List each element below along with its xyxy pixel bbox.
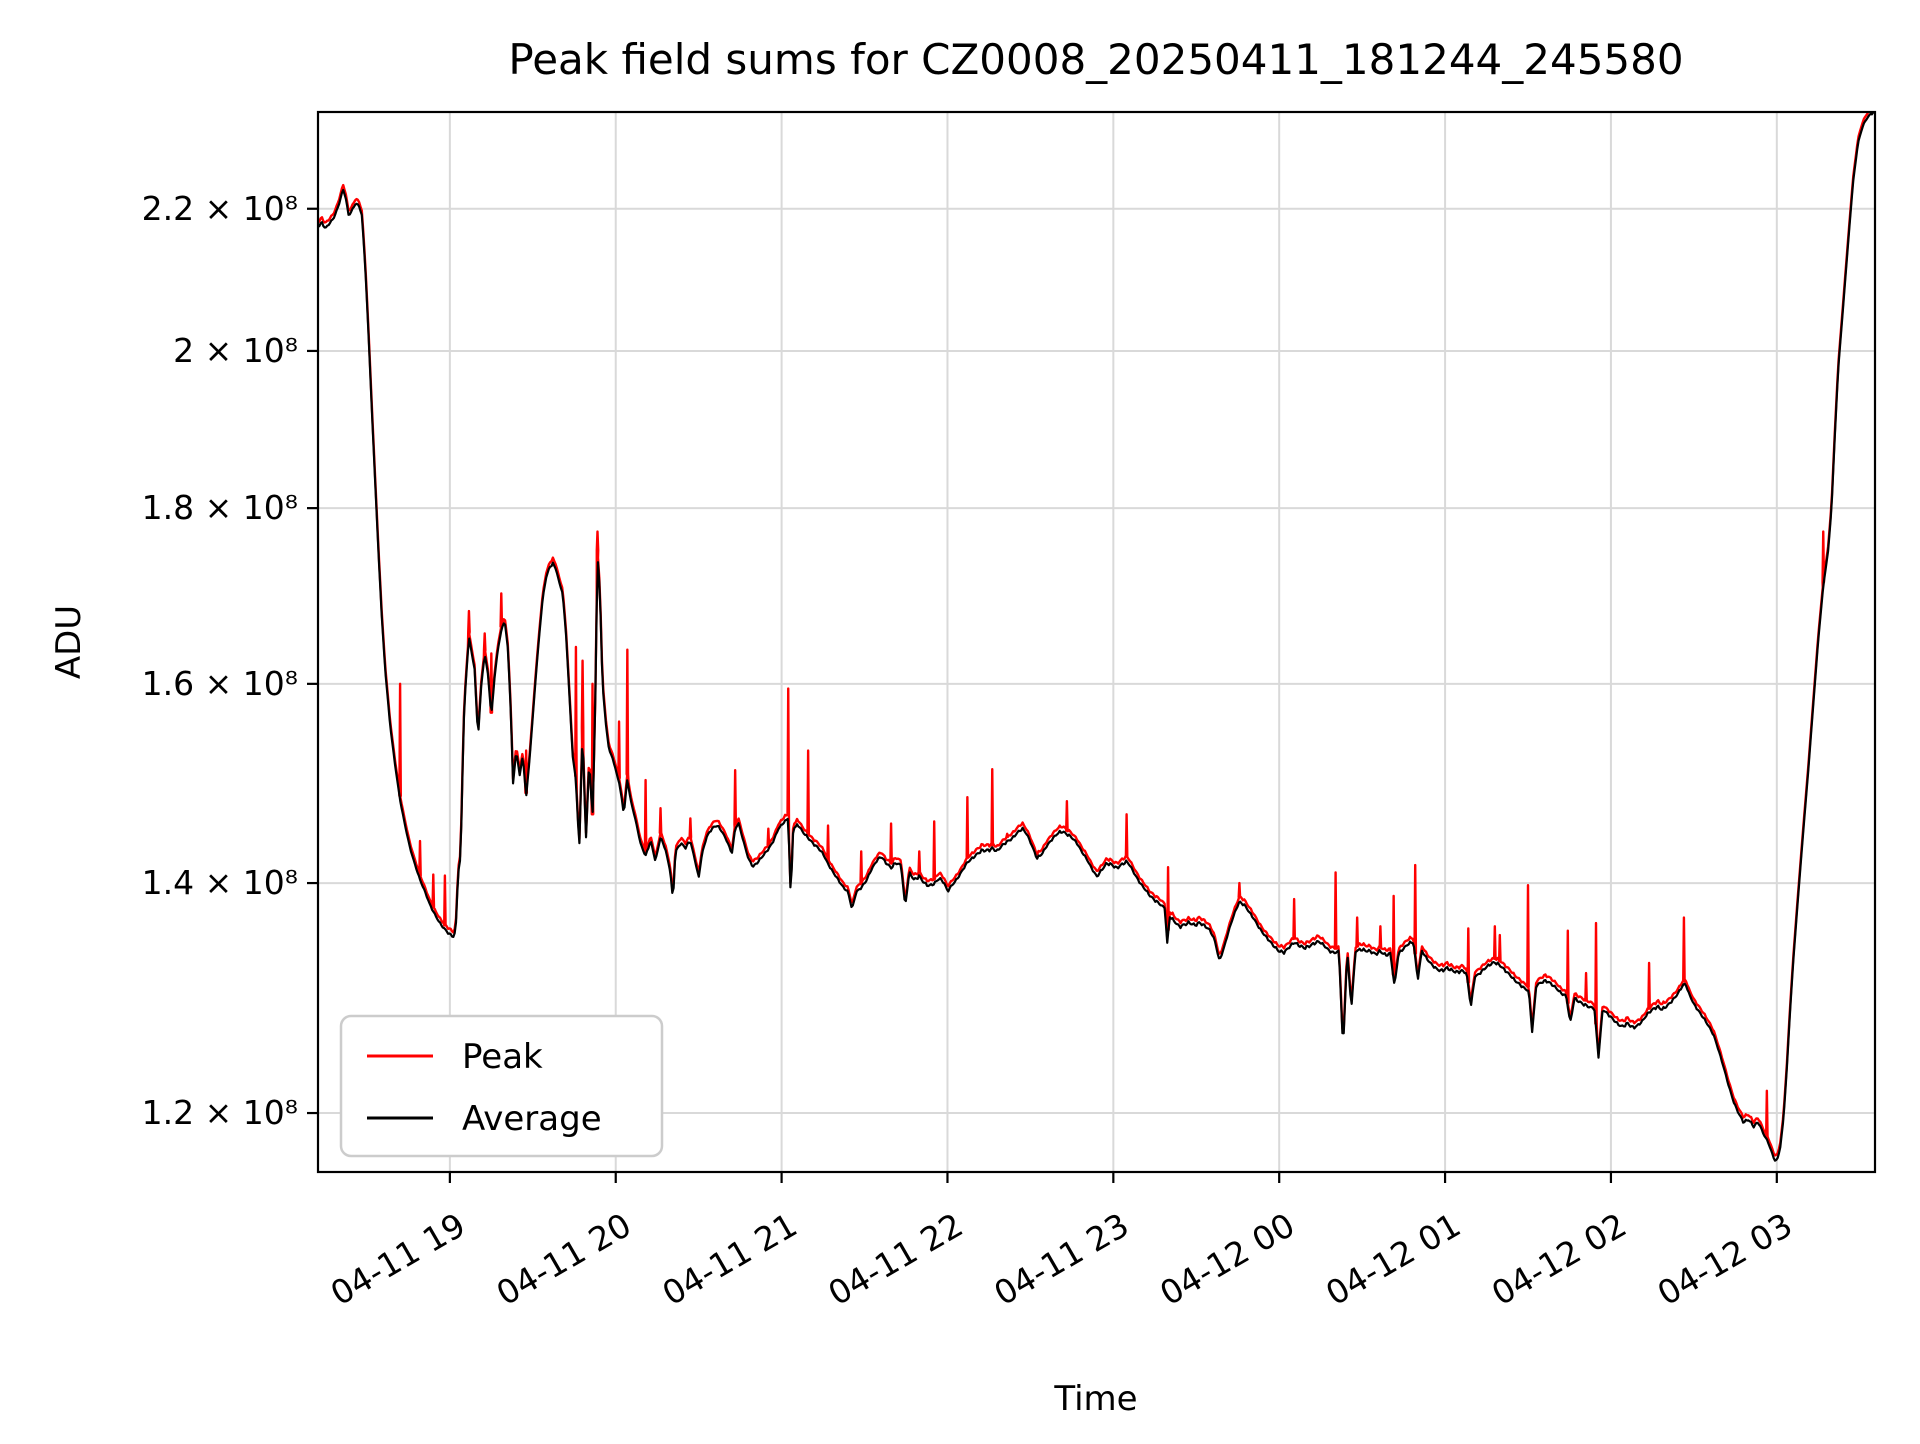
y-axis-label: ADU xyxy=(49,605,89,679)
x-tick-label: 04-12 02 xyxy=(1485,1205,1633,1313)
x-tick-label: 04-11 23 xyxy=(987,1205,1135,1313)
x-tick-label: 04-11 20 xyxy=(490,1205,638,1313)
plot-frame xyxy=(316,110,1877,1174)
data-series-layer xyxy=(317,111,1875,1162)
grid-lines xyxy=(318,112,1875,1172)
x-tick-label: 04-12 00 xyxy=(1153,1205,1301,1313)
legend-peak-label: Peak xyxy=(462,1037,543,1077)
average-series-line xyxy=(317,111,1875,1162)
legend: Peak Average xyxy=(339,1014,664,1158)
y-tick-label: 2 × 10⁸ xyxy=(173,331,298,370)
chart-title: Peak field sums for CZ0008_20250411_1812… xyxy=(508,35,1683,84)
y-tick-label: 1.8 × 10⁸ xyxy=(142,488,298,527)
peak-series-line xyxy=(317,111,1873,1157)
x-tick-label: 04-11 22 xyxy=(821,1205,969,1313)
x-axis-label: Time xyxy=(1053,1379,1137,1419)
x-tick-label: 04-11 19 xyxy=(324,1205,472,1313)
y-tick-label: 2.2 × 10⁸ xyxy=(142,189,298,228)
legend-average-label: Average xyxy=(462,1099,602,1139)
x-tick-label: 04-12 03 xyxy=(1651,1205,1799,1313)
x-tick-label: 04-11 21 xyxy=(656,1205,804,1313)
y-tick-label: 1.2 × 10⁸ xyxy=(142,1093,298,1132)
y-tick-label: 1.4 × 10⁸ xyxy=(142,863,298,902)
x-tick-label: 04-12 01 xyxy=(1319,1205,1467,1313)
y-tick-label: 1.6 × 10⁸ xyxy=(142,664,298,703)
legend-box xyxy=(339,1014,664,1158)
